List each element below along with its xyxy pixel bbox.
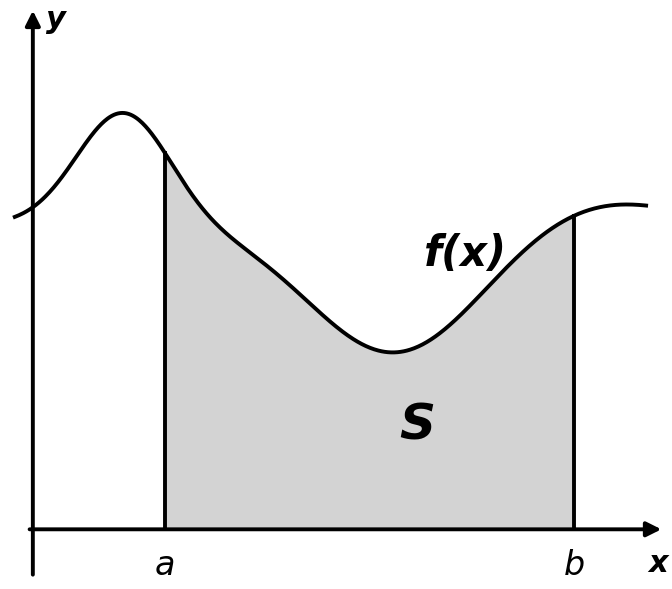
Text: S: S xyxy=(400,401,435,449)
Text: a: a xyxy=(155,549,175,582)
Text: x: x xyxy=(648,548,668,577)
Text: b: b xyxy=(563,549,585,582)
Text: y: y xyxy=(46,5,66,34)
Text: f(x): f(x) xyxy=(424,233,507,274)
